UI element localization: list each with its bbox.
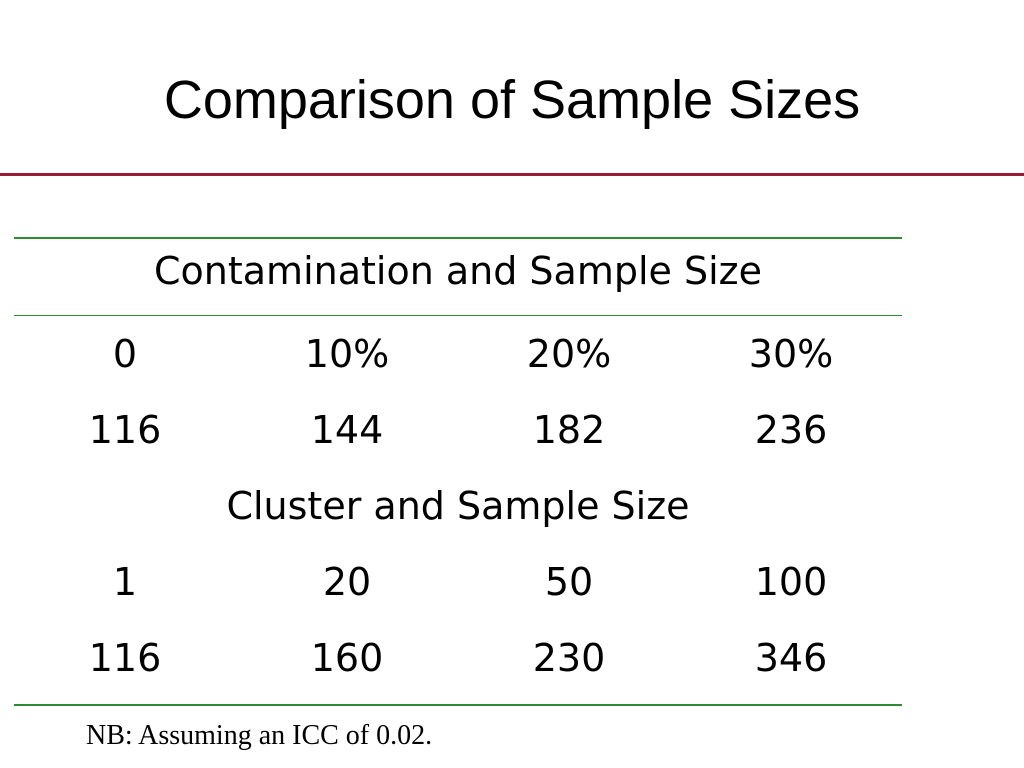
table-row: 1 20 50 100 bbox=[14, 544, 902, 620]
title-divider bbox=[0, 173, 1024, 176]
footnote: NB: Assuming an ICC of 0.02. bbox=[86, 720, 433, 751]
table-cell: 116 bbox=[88, 636, 162, 680]
table-row: 116 144 182 236 bbox=[14, 392, 902, 468]
table-cell: 144 bbox=[310, 408, 384, 452]
table-header-rule bbox=[14, 315, 902, 316]
table-cell: 30% bbox=[748, 332, 834, 376]
table-cell: 160 bbox=[310, 636, 384, 680]
table-cell: 100 bbox=[754, 560, 828, 604]
table-cell: 20% bbox=[526, 332, 612, 376]
table-cell: 346 bbox=[754, 636, 828, 680]
table-cell: 116 bbox=[88, 408, 162, 452]
table-bottom-rule bbox=[14, 704, 902, 706]
table-cell: 182 bbox=[532, 408, 606, 452]
table-cell: 0 bbox=[112, 332, 138, 376]
table-cell: 230 bbox=[532, 636, 606, 680]
section-heading-contamination: Contamination and Sample Size bbox=[154, 249, 762, 293]
slide-title: Comparison of Sample Sizes bbox=[163, 70, 861, 130]
sample-size-table: Contamination and Sample Size 0 10% 20% … bbox=[14, 237, 902, 706]
table-row: 116 160 230 346 bbox=[14, 620, 902, 696]
table-cell: 20 bbox=[322, 560, 372, 604]
table-cell: 10% bbox=[304, 332, 390, 376]
table-cell: 1 bbox=[112, 560, 138, 604]
table-top-rule bbox=[14, 237, 902, 239]
table-row: 0 10% 20% 30% bbox=[14, 316, 902, 392]
section-heading-cluster: Cluster and Sample Size bbox=[226, 484, 690, 528]
table-cell: 236 bbox=[754, 408, 828, 452]
table-cell: 50 bbox=[544, 560, 594, 604]
